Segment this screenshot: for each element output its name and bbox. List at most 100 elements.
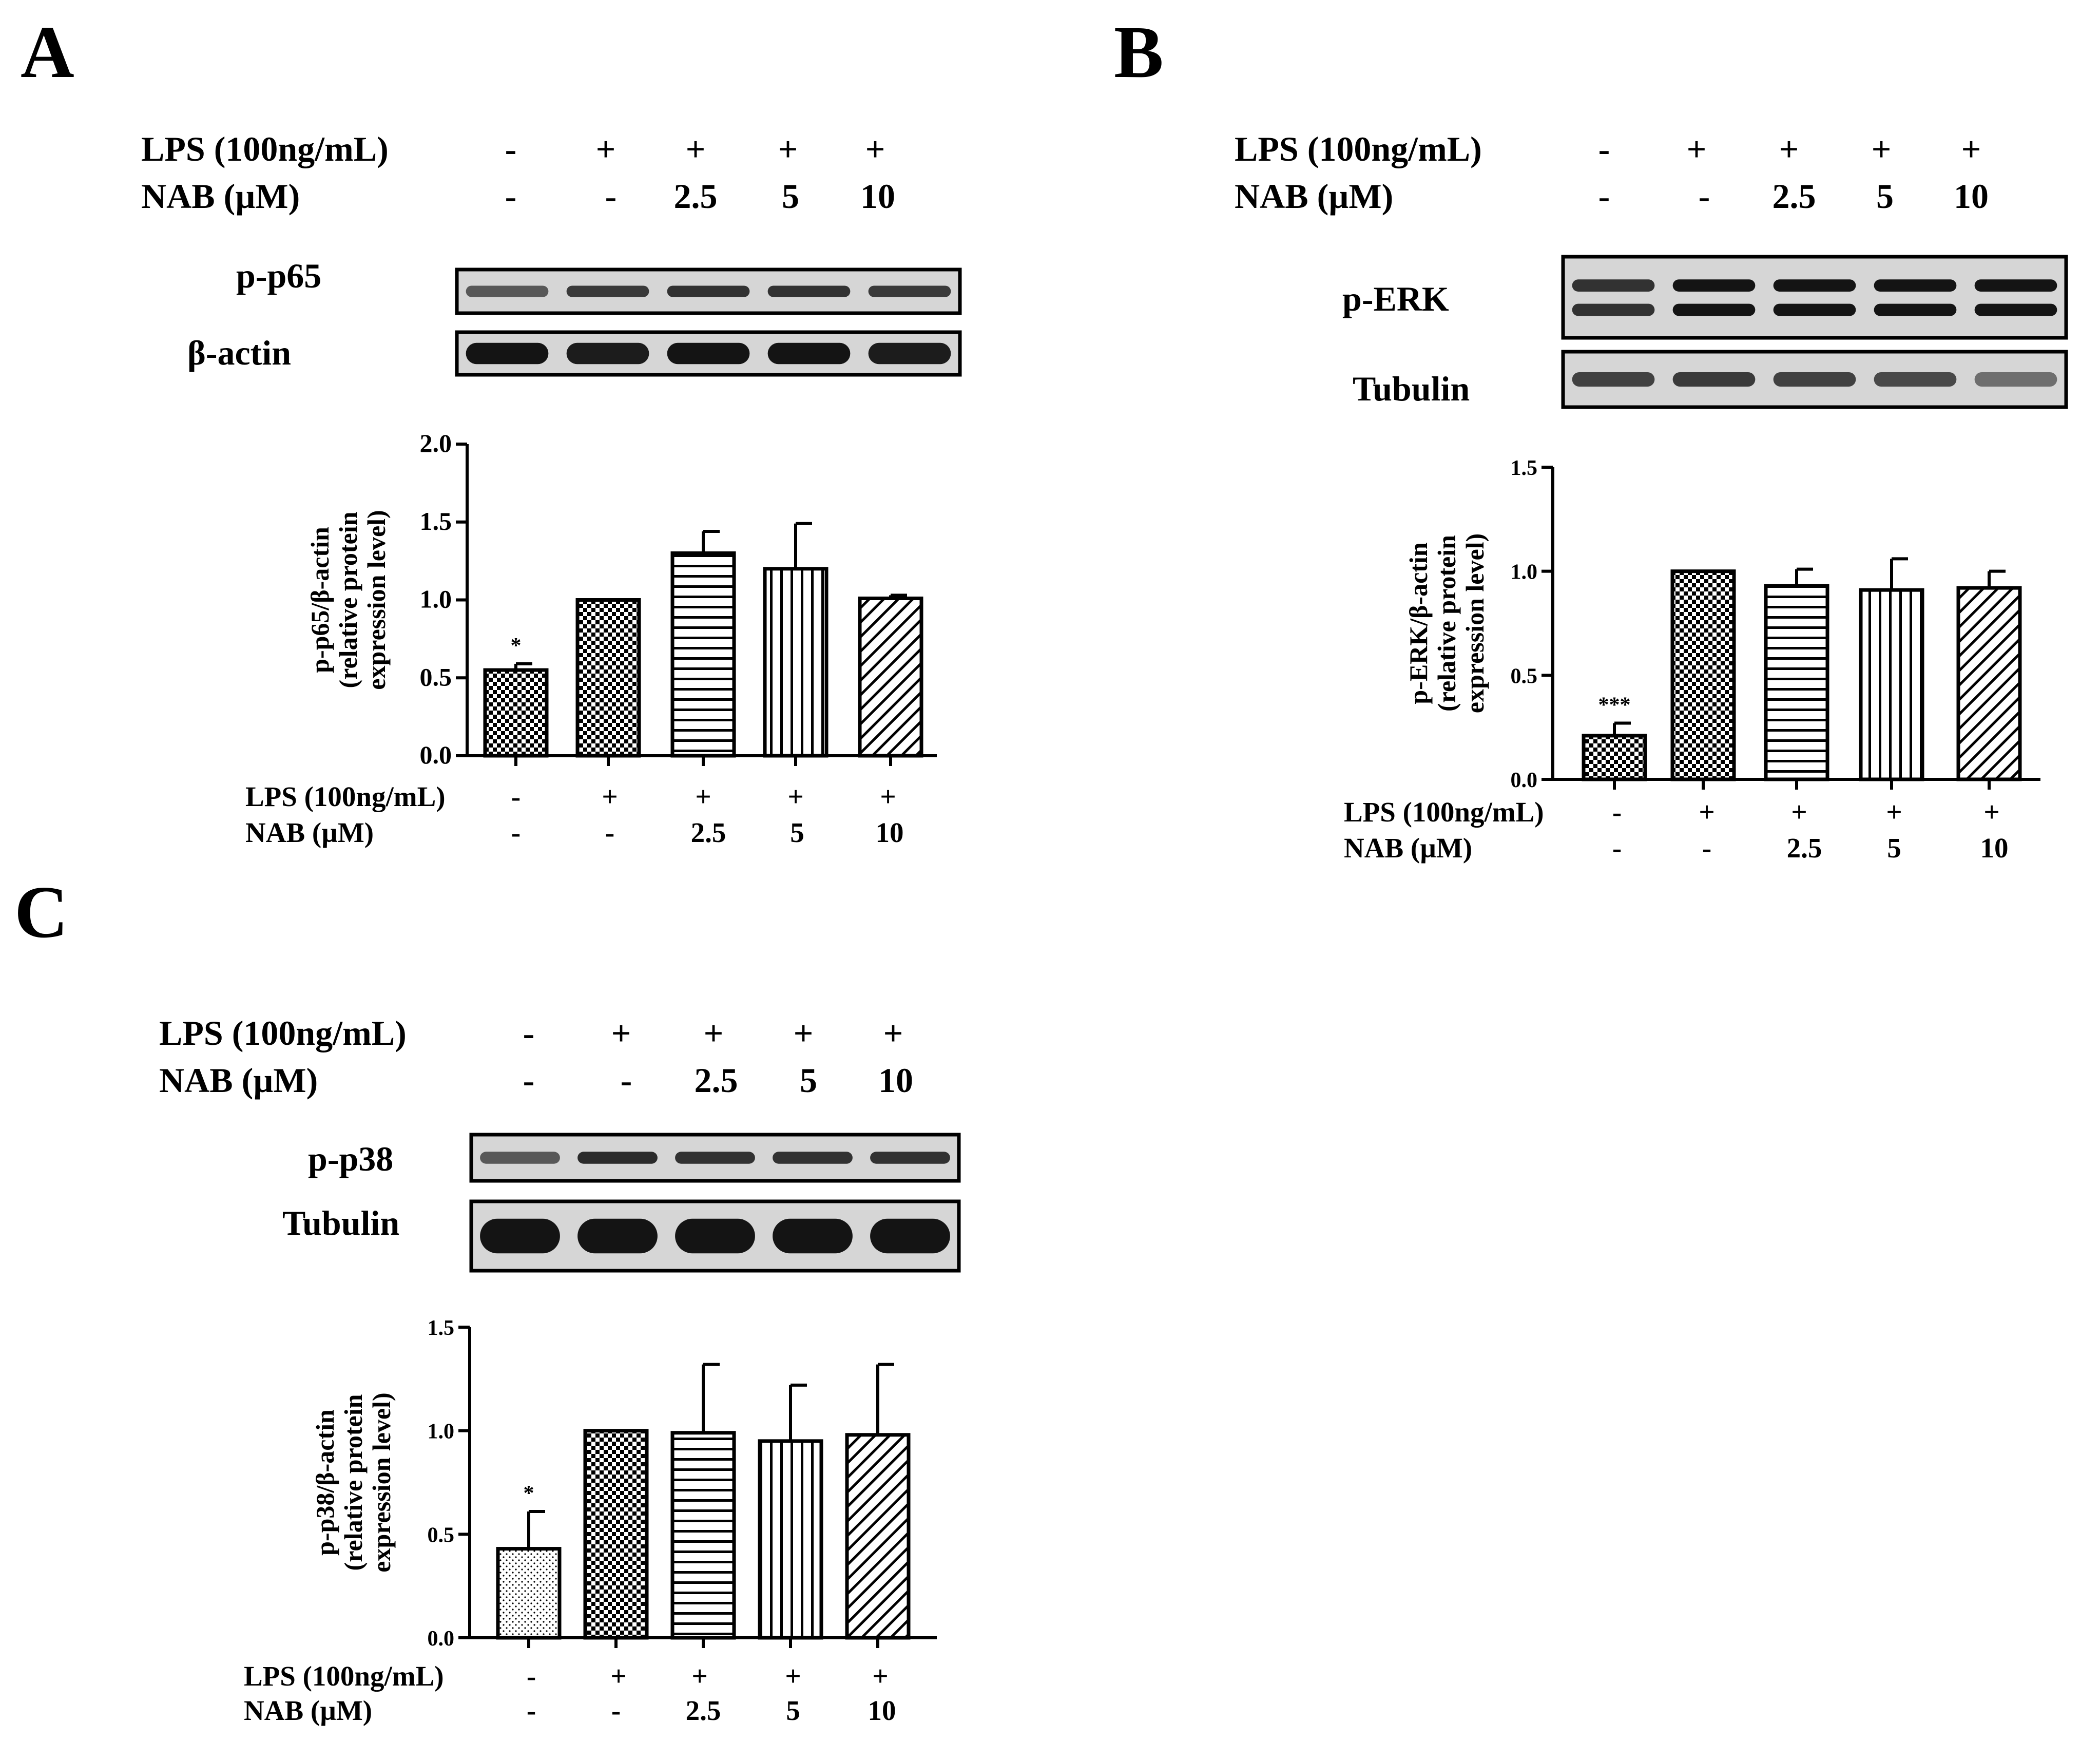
- footer-nab-value: 2.5: [691, 817, 726, 848]
- blot-band: [773, 1218, 853, 1254]
- header-lps-value: +: [596, 129, 616, 168]
- footer-nab-value: 2.5: [1787, 832, 1822, 864]
- footer-lps-value: +: [872, 1660, 888, 1692]
- footer-lps-value: -: [1612, 796, 1622, 828]
- footer-nab-value: -: [527, 1695, 536, 1726]
- bar: [483, 668, 549, 758]
- header-nab-value: -: [523, 1061, 535, 1100]
- blot-band: [675, 1152, 755, 1164]
- blot-band: [1773, 372, 1856, 387]
- y-axis-label-line: p-p65/β-actin: [305, 527, 334, 673]
- blot-band: [1773, 303, 1856, 316]
- panel-letter: B: [1114, 11, 1164, 93]
- y-tick-label: 0.5: [420, 662, 452, 691]
- blot-band: [1572, 372, 1655, 387]
- header-nab-value: 10: [878, 1061, 913, 1100]
- blot-band: [675, 1218, 755, 1254]
- header-lps-value: +: [611, 1013, 631, 1052]
- significance-marker: *: [524, 1482, 534, 1505]
- header-nab-value: 5: [800, 1061, 817, 1100]
- blot-band: [868, 285, 951, 297]
- y-tick-label: 1.0: [420, 585, 452, 614]
- footer-nab-label: NAB (µM): [245, 817, 374, 848]
- y-tick-label: 0.5: [428, 1523, 455, 1547]
- header-lps-value: +: [778, 129, 798, 168]
- panel-c: C LPS (100ng/mL) NAB (µM) - + + + + - - …: [14, 871, 961, 1726]
- blot-band: [1974, 279, 2057, 292]
- significance-marker: ***: [1598, 694, 1631, 717]
- blot-band: [767, 342, 851, 365]
- header-lps-value: -: [505, 129, 517, 168]
- bar: [1956, 586, 2022, 781]
- header-lps-value: +: [1687, 129, 1707, 168]
- footer-nab-value: -: [605, 817, 614, 848]
- header-nab-label: NAB (µM): [159, 1061, 318, 1100]
- y-tick-label: 0.5: [1511, 664, 1538, 688]
- y-tick-label: 1.5: [420, 507, 452, 535]
- footer-lps-value: +: [785, 1660, 801, 1692]
- significance-marker: *: [511, 634, 522, 658]
- footer-nab-value: -: [1612, 832, 1622, 864]
- bar: [758, 1439, 823, 1640]
- blot-band: [480, 1152, 560, 1164]
- bar-chart-p-erk: 0.0 0.5 1.0 1.5 p-ERK/β-actin (relative prote…: [1404, 456, 2040, 792]
- blot-band: [767, 285, 851, 297]
- blot-label-tubulin: Tubulin: [282, 1203, 399, 1242]
- blot-label-p-p38: p-p38: [308, 1139, 393, 1178]
- blot-label-p-erk: p-ERK: [1342, 279, 1449, 318]
- blot-band: [1672, 279, 1756, 292]
- header-nab-value: 10: [1954, 177, 1989, 216]
- header-lps-value: +: [1872, 129, 1892, 168]
- blot-band: [870, 1152, 950, 1164]
- footer-lps-value: +: [1983, 796, 1999, 828]
- footer-lps-label: LPS (100ng/mL): [1344, 796, 1544, 828]
- header-nab-value: 10: [860, 177, 895, 216]
- bar-chart-p-p38: 0.0 0.5 1.0 1.5 p-p38/β-actin (relative prote…: [311, 1316, 937, 1651]
- y-axis-label-line: (relative protein: [334, 511, 362, 688]
- footer-nab-label: NAB (µM): [244, 1695, 372, 1726]
- y-tick-label: 1.0: [1511, 561, 1538, 584]
- footer-lps-value: -: [511, 781, 521, 812]
- header-lps-label: LPS (100ng/mL): [159, 1013, 407, 1052]
- blot-band: [1974, 303, 2057, 316]
- y-axis-label-line: (relative protein: [1432, 535, 1461, 712]
- blot-band: [1572, 279, 1655, 292]
- footer-lps-value: +: [610, 1660, 626, 1692]
- bar: [670, 1431, 736, 1640]
- footer-nab-value: 10: [1980, 832, 2009, 864]
- header-nab-value: 2.5: [674, 177, 718, 216]
- blot-band: [577, 1152, 658, 1164]
- panel-a: A LPS (100ng/mL) NAB (µM) - + + + + - - …: [21, 11, 962, 848]
- header-nab-value: -: [1598, 177, 1610, 216]
- y-tick-label: 0.0: [420, 740, 452, 769]
- footer-nab-value: -: [511, 817, 521, 848]
- header-nab-value: -: [621, 1061, 632, 1100]
- bar: [858, 596, 923, 758]
- footer-lps-value: +: [787, 781, 803, 812]
- blot-band: [1974, 372, 2057, 387]
- blot-band: [1874, 372, 1957, 387]
- footer-nab-value: -: [1702, 832, 1711, 864]
- blot-band: [773, 1152, 853, 1164]
- blot-strip-p-p38: [469, 1133, 961, 1183]
- blot-band: [1672, 303, 1756, 316]
- blot-label-beta-actin: β-actin: [187, 333, 291, 372]
- header-nab-value: -: [505, 177, 517, 216]
- bar: [845, 1433, 911, 1640]
- y-tick-label: 1.0: [428, 1420, 455, 1444]
- y-axis-label-line: (relative protein: [339, 1394, 368, 1571]
- blot-band: [667, 342, 750, 365]
- blot-strip-p-erk: [1561, 255, 2068, 340]
- blot-strip-tubulin: [469, 1199, 961, 1273]
- footer-nab-value: 5: [790, 817, 804, 848]
- header-lps-value: +: [686, 129, 706, 168]
- footer-lps-value: +: [1791, 796, 1807, 828]
- header-nab-label: NAB (µM): [1235, 177, 1393, 216]
- blot-band: [868, 342, 951, 365]
- footer-lps-label: LPS (100ng/mL): [245, 781, 446, 812]
- header-lps-value: +: [1779, 129, 1799, 168]
- blot-band: [466, 285, 549, 297]
- bar: [583, 1429, 649, 1640]
- footer-nab-value: 5: [786, 1695, 800, 1726]
- y-axis-label-line: expression level): [362, 510, 391, 690]
